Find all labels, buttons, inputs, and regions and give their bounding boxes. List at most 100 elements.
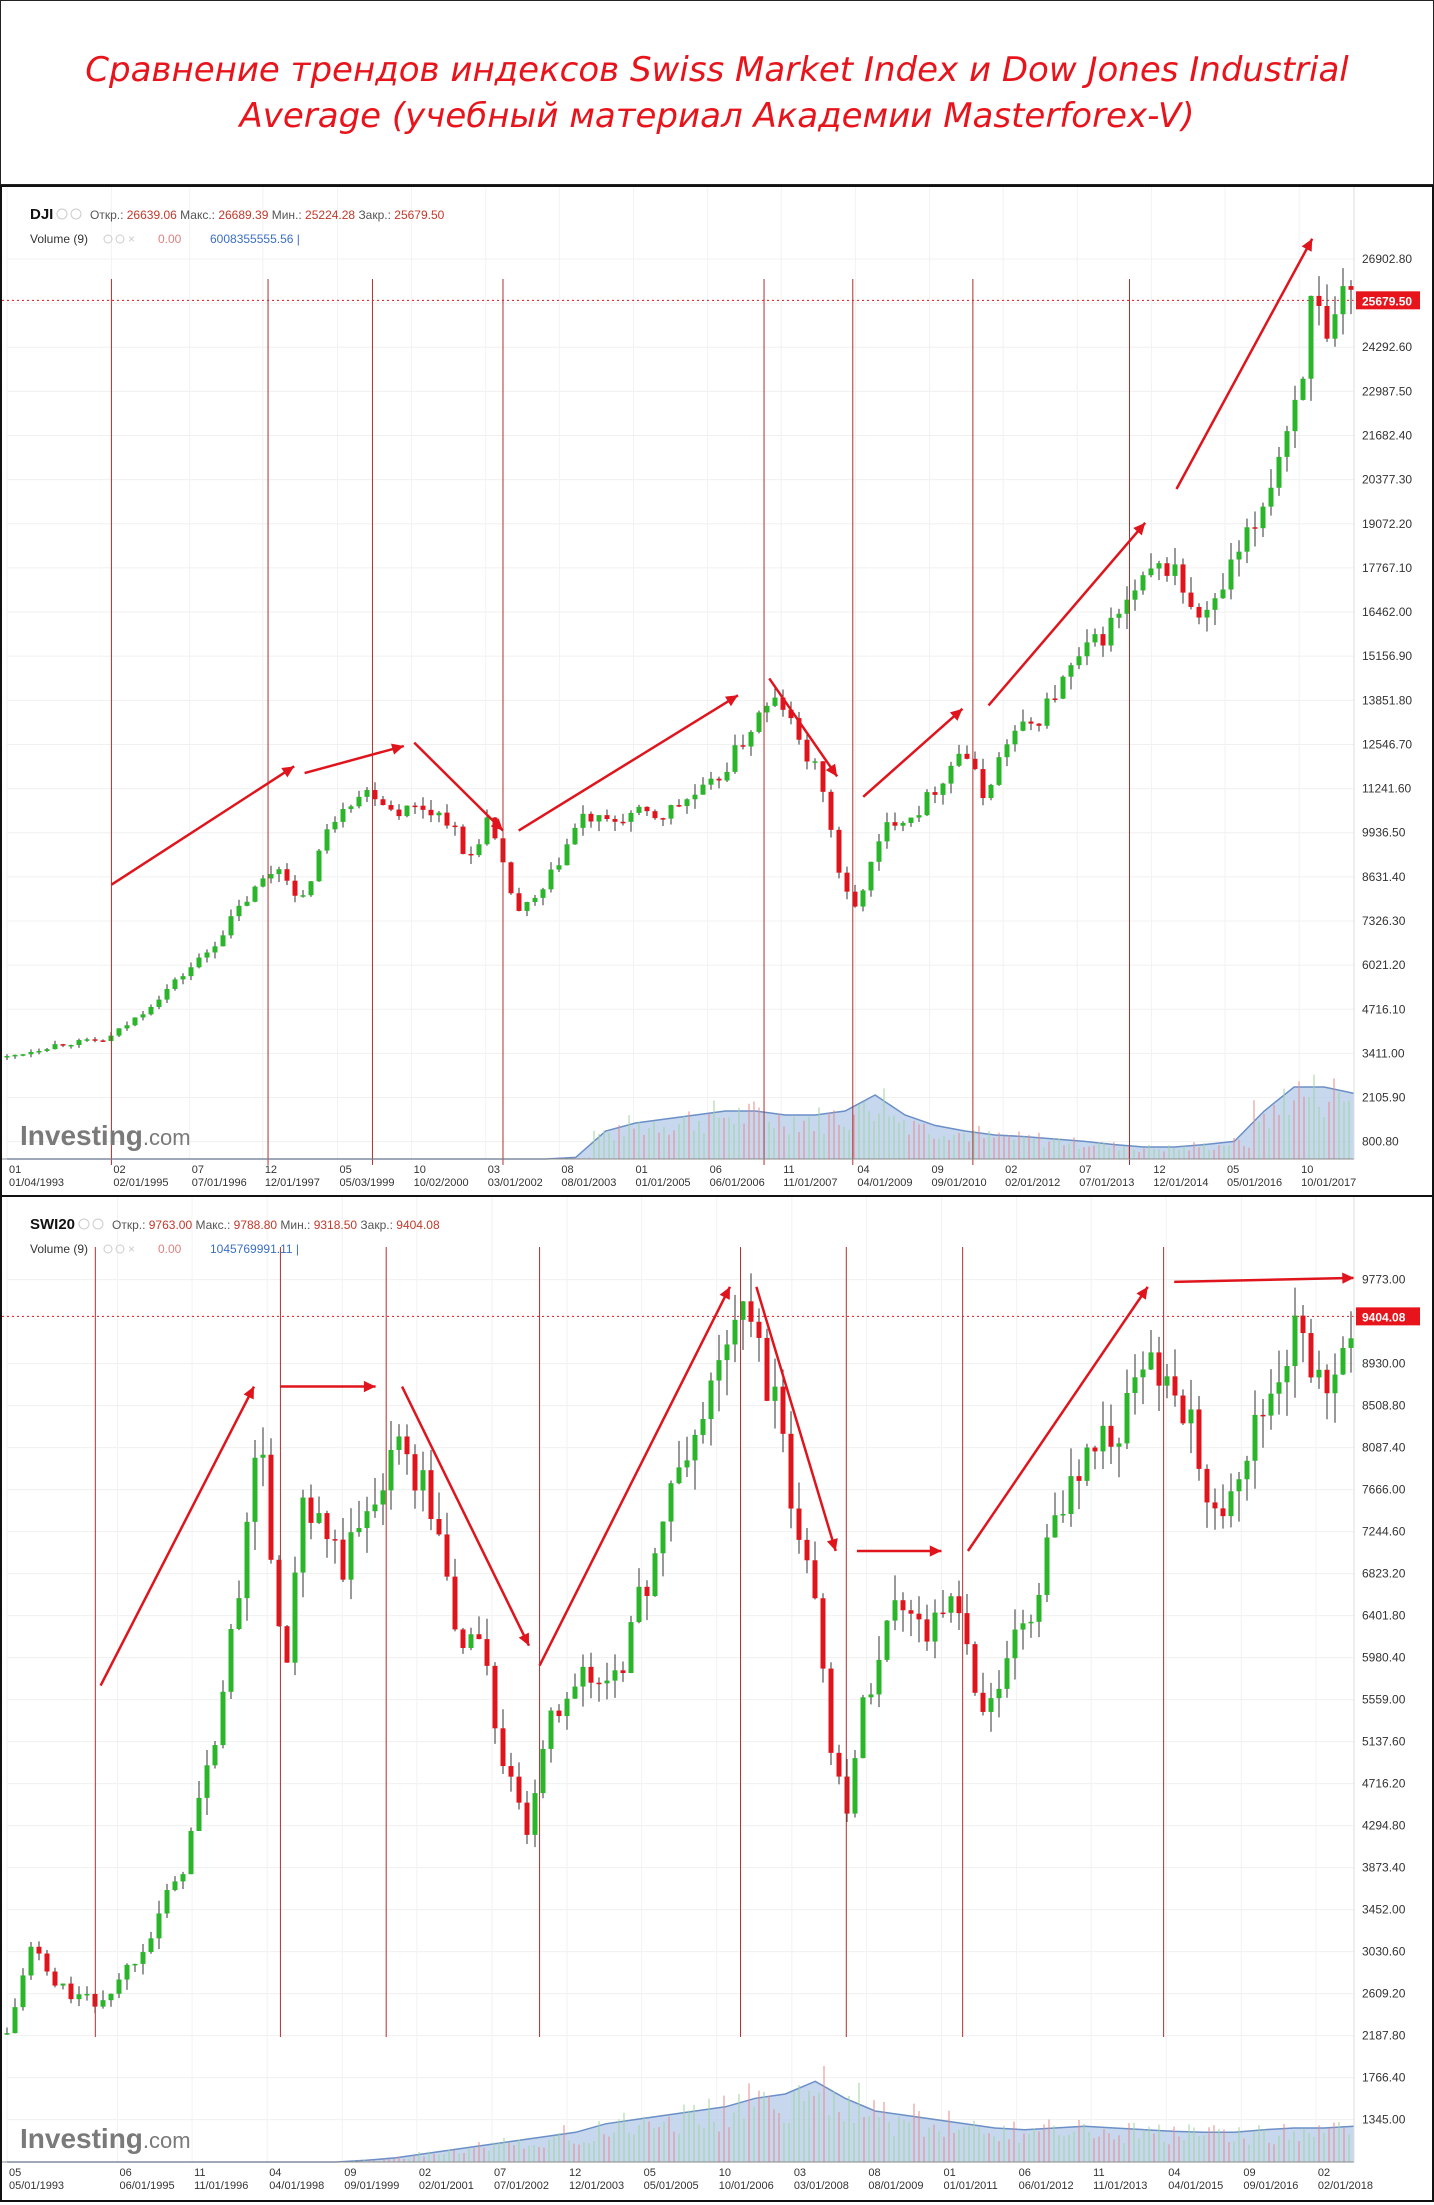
- candle-body: [156, 999, 162, 1007]
- candle-body: [988, 1698, 994, 1712]
- y-axis-tick-label: 3873.40: [1362, 1861, 1406, 1875]
- x-axis-date-label: 12/01/2014: [1153, 1177, 1208, 1189]
- candle-body: [420, 1470, 426, 1491]
- candle-body: [60, 1044, 66, 1046]
- candle-body: [1068, 1476, 1074, 1515]
- candle-body: [356, 1528, 362, 1533]
- candle-body: [348, 1532, 354, 1580]
- y-axis-tick-label: 11241.60: [1362, 782, 1411, 796]
- candle-body: [1300, 378, 1306, 400]
- close-icon: ×: [128, 232, 135, 246]
- trend-arrow-head: [1133, 522, 1146, 536]
- dji-chart[interactable]: 26902.80 24292.60 22987.50 21682.40 20377.30…: [2, 172, 1432, 1197]
- candle-body: [1124, 1393, 1130, 1444]
- volume-value-primary: 0.00: [158, 1242, 182, 1256]
- current-price-label: 9404.08: [1362, 1310, 1406, 1324]
- low-value: 9318.50: [310, 1218, 360, 1232]
- x-axis-date-label: 12/01/2003: [569, 2180, 624, 2192]
- x-axis-tick-label: 08: [868, 2167, 880, 2179]
- candle-body: [276, 869, 282, 875]
- high-label: Макс.:: [180, 208, 215, 222]
- candle-body: [668, 1483, 674, 1522]
- trend-arrow: [517, 694, 739, 832]
- candle-body: [1300, 1315, 1306, 1334]
- x-axis-date-label: 06/01/2012: [1019, 2180, 1074, 2192]
- candle-body: [916, 815, 922, 818]
- x-axis-tick-label: 01: [943, 2167, 955, 2179]
- ohlc-values: Откр.: 26639.06 Макс.: 26689.39 Мин.: 25…: [90, 208, 445, 222]
- candle-body: [572, 1686, 578, 1699]
- candle-body: [388, 1449, 394, 1491]
- candle-body: [332, 1539, 338, 1541]
- candle-body: [1188, 1409, 1194, 1424]
- candle-body: [348, 806, 354, 810]
- candle-body: [12, 2007, 18, 2034]
- trend-arrow: [413, 741, 504, 832]
- candle-body: [1004, 744, 1010, 758]
- candle-body: [236, 905, 242, 917]
- candle-body: [84, 1039, 90, 1041]
- candle-body: [1220, 1508, 1226, 1517]
- candle-body: [924, 1619, 930, 1642]
- candle-body: [700, 784, 706, 795]
- y-axis-tick-label: 4294.80: [1362, 1819, 1406, 1833]
- candle-body: [172, 1881, 178, 1891]
- candle-body: [92, 1039, 98, 1041]
- x-axis-tick-label: 05: [644, 2167, 656, 2179]
- x-axis-tick-label: 09: [932, 1164, 944, 1176]
- candle-body: [1348, 1338, 1354, 1348]
- candle-body: [1020, 1623, 1026, 1630]
- x-axis-date-label: 02/01/2018: [1318, 2180, 1373, 2192]
- candle-body: [316, 1513, 322, 1523]
- candle-body: [180, 976, 186, 980]
- candle-body: [508, 862, 514, 894]
- candle-body: [940, 1612, 946, 1615]
- candle-body: [1348, 286, 1354, 290]
- dji-chart-panel[interactable]: 26902.80 24292.60 22987.50 21682.40 20377.30…: [0, 172, 1434, 1199]
- candle-body: [444, 1534, 450, 1577]
- candle-body: [1324, 305, 1330, 339]
- x-axis-date-label: 11/01/2007: [783, 1177, 837, 1189]
- candle-body: [452, 825, 458, 828]
- candle-body: [948, 765, 954, 784]
- candle-body: [1132, 1377, 1138, 1394]
- low-label: Мин.:: [280, 1218, 310, 1232]
- open-label: Откр.:: [90, 208, 123, 222]
- candle-body: [36, 1050, 42, 1053]
- x-axis-tick-label: 12: [265, 1164, 277, 1176]
- candle-body: [140, 1952, 146, 1964]
- candle-body: [700, 1418, 706, 1435]
- candle-body: [380, 799, 386, 806]
- close-value: 9404.08: [393, 1218, 440, 1232]
- candle-body: [548, 869, 554, 890]
- candle-body: [228, 916, 234, 936]
- x-axis-date-label: 06/01/2006: [710, 1177, 765, 1189]
- trend-arrow: [99, 1385, 256, 1687]
- swi20-chart[interactable]: 9773.00 8930.00 8508.80 8087.40 7666.00 7244.…: [2, 1187, 1432, 2200]
- candle-body: [1108, 1425, 1114, 1447]
- candle-body: [860, 890, 866, 907]
- y-axis-tick-label: 8087.40: [1362, 1441, 1406, 1455]
- close-label: Закр.:: [360, 1218, 393, 1232]
- candle-body: [740, 745, 746, 747]
- trend-arrow: [110, 765, 295, 886]
- x-axis-tick-label: 07: [192, 1164, 204, 1176]
- candle-body: [748, 1301, 754, 1322]
- candle-body: [324, 829, 330, 851]
- candle-body: [1148, 1352, 1154, 1370]
- candle-body: [1060, 676, 1066, 699]
- swi20-chart-panel[interactable]: 9773.00 8930.00 8508.80 8087.40 7666.00 7244.…: [0, 1187, 1434, 2202]
- investing-logo: Investing.com: [20, 2123, 191, 2154]
- x-axis-date-label: 02/01/1995: [113, 1177, 168, 1189]
- candle-body: [612, 1670, 618, 1681]
- candle-body: [484, 817, 490, 845]
- y-axis-tick-label: 6021.20: [1362, 958, 1406, 972]
- candle-body: [1180, 1395, 1186, 1424]
- candle-body: [1140, 1369, 1146, 1378]
- x-axis-date-label: 05/01/2016: [1227, 1177, 1282, 1189]
- candle-body: [1228, 559, 1234, 590]
- candle-body: [28, 1051, 34, 1055]
- trend-arrow-head: [1301, 238, 1313, 252]
- candle-body: [1228, 1491, 1234, 1517]
- candle-body: [1244, 527, 1250, 552]
